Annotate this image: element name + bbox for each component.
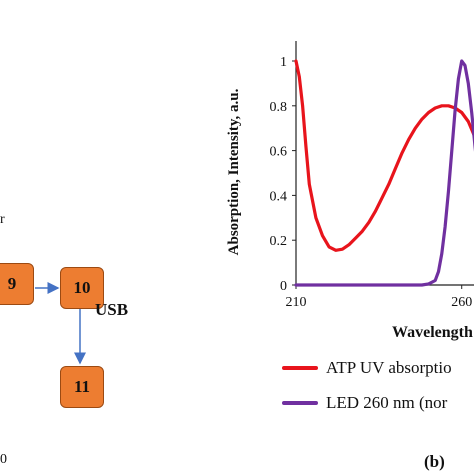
block-11-label: 11 (73, 377, 91, 396)
block-10: 10 (60, 267, 104, 309)
y-tick-label-4: 0.8 (270, 100, 288, 115)
legend-item-led: LED 260 nm (nor (282, 392, 447, 414)
clipped-text-fragment: r (0, 212, 5, 227)
block-10-label: 10 (73, 278, 91, 297)
usb-label: USB (95, 300, 129, 319)
y-tick-label-5: 1 (280, 55, 287, 70)
legend-text-atp: ATP UV absorptio (326, 358, 452, 377)
y-axis-label: Absorption, Intensity, a.u. (226, 88, 242, 255)
legend-swatch-atp (282, 366, 318, 370)
block-11: 11 (60, 366, 104, 408)
y-tick-label-2: 0.4 (270, 189, 288, 204)
y-tick-label-0: 0 (280, 279, 287, 294)
panel-label-b: (b) (424, 452, 445, 471)
series-line-0 (294, 59, 474, 252)
x-axis-label: Wavelength (392, 324, 473, 341)
legend-text-led: LED 260 nm (nor (326, 393, 448, 412)
series-line-1 (294, 59, 474, 287)
x-tick-label-1: 260 (451, 295, 472, 310)
legend-swatch-led (282, 401, 318, 405)
y-tick-label-3: 0.6 (270, 145, 288, 160)
block-9: 9 (0, 263, 34, 305)
x-tick-label-0: 210 (286, 295, 307, 310)
clipped-text-fragment-bottom: 0 (0, 452, 7, 467)
y-tick-label-1: 0.2 (270, 234, 288, 249)
block-9-label: 9 (7, 274, 17, 293)
legend-item-atp: ATP UV absorptio (282, 357, 452, 379)
